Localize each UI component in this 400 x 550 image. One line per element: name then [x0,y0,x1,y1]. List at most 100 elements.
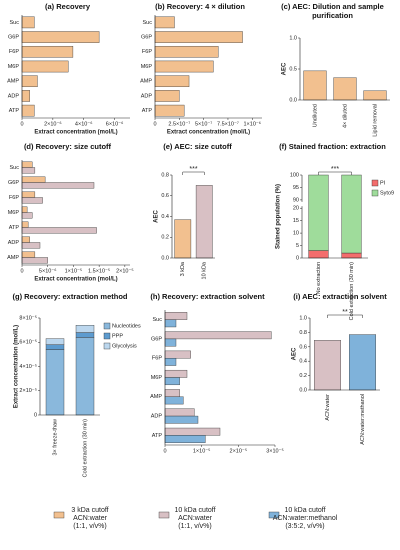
x-axis-label: Extract concentration (mol/L) [34,277,117,283]
bar [164,396,184,405]
axis-break [299,201,305,207]
category-label: Cold extraction (30 min) [82,419,88,478]
category-label: ACN:water [325,394,331,421]
bar [21,16,35,29]
bar [21,167,36,174]
bar [308,174,329,251]
y-tick-label: 0.0 [161,255,169,261]
category-label: Suc [153,317,163,323]
bar [154,104,185,117]
panel-title: (h) Recovery: extraction solvent [150,292,265,301]
y-tick-label: 0.2 [299,373,307,379]
x-tick-label: 0 [163,448,166,454]
bar [21,242,41,249]
category-label: 4× diluted [342,104,348,128]
bar [349,334,377,391]
bar [341,174,362,254]
bar [45,349,65,416]
bar [164,358,177,366]
bar [164,408,195,417]
y-tick-label: 0.0 [299,387,307,393]
bar [21,236,30,243]
bar [21,191,36,198]
legend-swatch [268,511,280,519]
legend-swatch [158,511,170,519]
category-label: Suc [10,20,20,26]
category-label: ATP [9,108,20,114]
y-axis-label: Extract concentration (mol/L) [14,325,20,408]
legend-label: ACN:water [178,515,213,522]
y-tick-label: 0.2 [161,235,169,241]
bar [164,312,188,320]
bar [174,219,192,259]
bar [164,377,180,386]
category-label: G6P [151,336,162,342]
legend-swatch [53,511,65,519]
bar [154,75,190,88]
legend-swatch [371,179,379,187]
bar [21,31,100,43]
category-label: F6P [9,195,19,201]
bar [164,350,191,359]
legend-swatch [103,322,111,330]
bar [75,325,95,333]
bar [154,16,175,29]
category-label: AMP [140,79,152,85]
panel-title: (f) Stained fraction: extraction [279,142,386,151]
panel-title: (c) AEC: Dilution and sample purificatio… [281,2,384,20]
bar [164,369,188,378]
legend-label: 3 kDa cutoff [71,507,108,514]
significance-bracket [182,171,205,175]
panel-title: (b) Recovery: 4 × dilution [155,2,245,11]
category-label: ATP [152,433,163,439]
y-tick-label: 5 [296,243,299,249]
bar [195,185,213,259]
legend-swatch [371,189,379,197]
bar [45,338,65,345]
x-axis-label: Extract concentration (mol/L) [167,130,250,136]
y-axis-label: Stained population (%) [276,184,282,249]
bar [21,206,28,213]
category-label: F6P [9,49,19,55]
category-label: AMP [7,79,19,85]
bar [308,250,329,259]
category-label: F6P [152,356,162,362]
bar [21,75,38,88]
bar [314,340,342,391]
category-label: Suc [10,165,20,171]
y-tick-label: 0 [34,412,37,418]
bar [75,332,95,338]
bar [21,221,29,228]
legend-label: PPP [112,333,123,339]
y-tick-label: 20 [293,206,299,212]
category-label: M6P [8,64,20,70]
legend-label: Glycolysis [112,343,137,349]
category-label: Suc [143,20,153,26]
category-label: ADP [141,93,153,99]
x-tick-label: 2×10⁻⁵ [116,267,134,274]
y-tick-label: 0.5 [289,66,297,72]
y-tick-label: 0 [296,255,299,261]
category-label: M6P [8,210,20,216]
bar [303,70,327,101]
x-tick-label: 5×10⁻⁷ [195,120,212,127]
category-label: 3 kDa [180,261,186,276]
significance-label: *** [331,166,339,173]
y-tick-label: 0.6 [299,344,307,350]
bar [164,319,177,328]
y-tick-label: 6×10⁻⁵ [19,339,37,346]
x-tick-label: 2×10⁻⁶ [44,120,62,127]
x-tick-label: 5×10⁻⁶ [39,267,57,274]
y-tick-label: 0.0 [289,97,297,103]
panel-title: (e) AEC: size cutoff [163,142,232,151]
y-tick-label: 8×10⁻⁵ [19,314,37,321]
y-tick-label: 0.8 [161,172,169,178]
bar [21,161,33,168]
bar [21,227,97,234]
panel-title: (i) AEC: extraction solvent [293,292,387,301]
category-label: M6P [141,64,153,70]
y-tick-label: 0.6 [161,193,169,199]
bar [21,45,74,58]
legend-label: PI [380,180,386,186]
